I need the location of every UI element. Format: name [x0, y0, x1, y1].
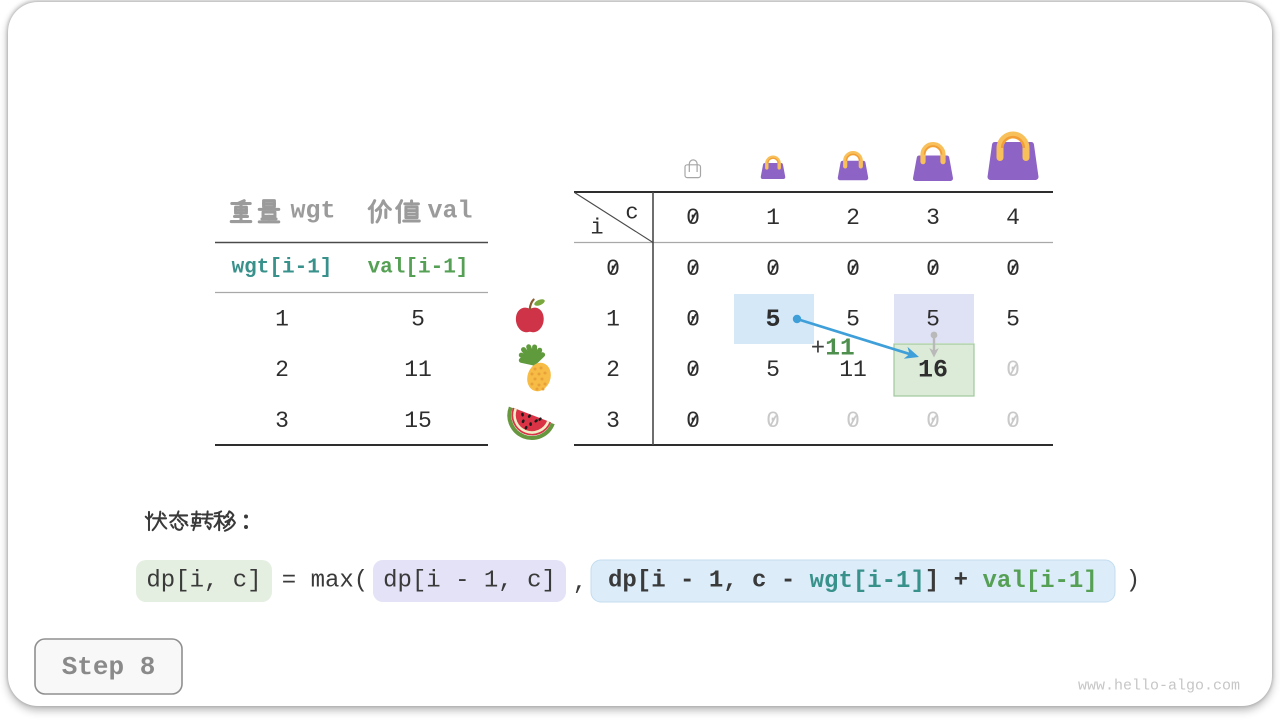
svg-text:5: 5	[766, 357, 780, 383]
svg-text:www.hello-algo.com: www.hello-algo.com	[1078, 678, 1240, 695]
svg-text:3: 3	[926, 205, 940, 231]
svg-text:+: +	[811, 336, 825, 363]
svg-text:wgt: wgt	[290, 197, 335, 226]
svg-text:dp[i, c]: dp[i, c]	[146, 568, 261, 595]
svg-text:5: 5	[1006, 307, 1020, 333]
svg-text:,: ,	[573, 570, 587, 597]
svg-text:3: 3	[606, 408, 620, 434]
svg-text:5: 5	[765, 305, 780, 334]
svg-text:15: 15	[404, 408, 432, 434]
svg-text:3: 3	[275, 408, 289, 434]
svg-text:): )	[1126, 568, 1140, 595]
svg-text:i: i	[590, 216, 603, 241]
svg-text:2: 2	[275, 357, 289, 383]
svg-text:1: 1	[766, 205, 780, 231]
svg-text:1: 1	[275, 307, 289, 333]
svg-text:11: 11	[839, 357, 867, 383]
svg-text:2: 2	[606, 357, 620, 383]
svg-text:val: val	[427, 197, 472, 226]
svg-text:dp[i - 1, c - wgt[i-1]] + val[: dp[i - 1, c - wgt[i-1]] + val[i-1]	[608, 568, 1098, 595]
svg-text:= max(: = max(	[282, 568, 368, 595]
svg-text:11: 11	[825, 336, 854, 363]
svg-text:16: 16	[918, 356, 948, 385]
svg-text:1: 1	[606, 307, 620, 333]
svg-text:c: c	[625, 201, 638, 226]
svg-text:11: 11	[404, 357, 432, 383]
svg-text:2: 2	[846, 205, 860, 231]
svg-text:dp[i - 1, c]: dp[i - 1, c]	[383, 568, 556, 595]
svg-text:5: 5	[926, 307, 940, 333]
svg-text:Step 8: Step 8	[62, 652, 156, 682]
svg-text:4: 4	[1006, 205, 1020, 231]
svg-text:val[i-1]: val[i-1]	[368, 257, 469, 280]
svg-text:wgt[i-1]: wgt[i-1]	[232, 257, 333, 280]
svg-text:5: 5	[411, 307, 425, 333]
svg-text:5: 5	[846, 307, 860, 333]
